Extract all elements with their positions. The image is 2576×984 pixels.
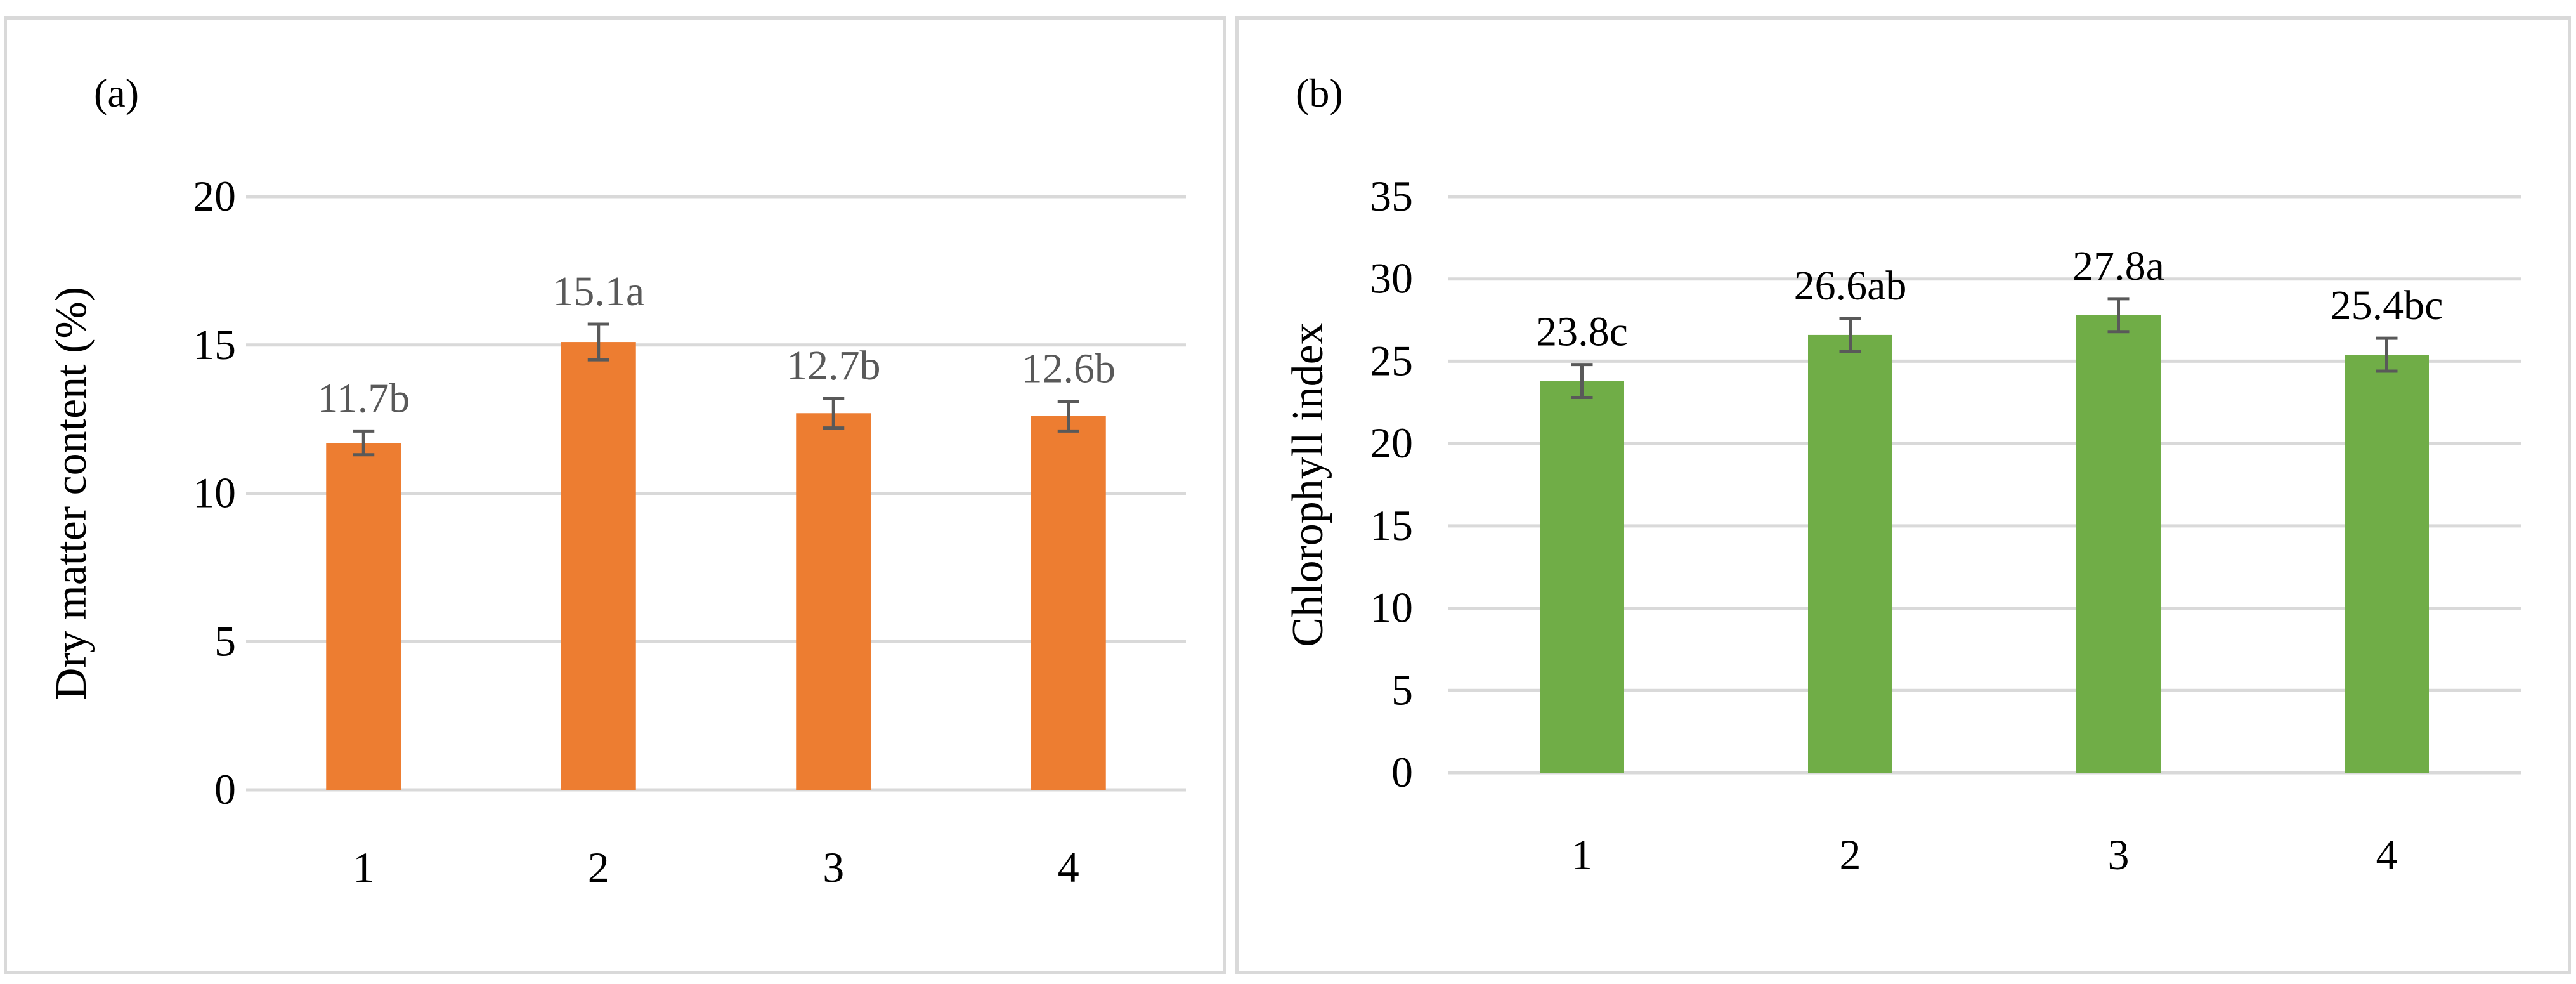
data-label: 27.8a bbox=[2072, 243, 2164, 289]
bar bbox=[1540, 381, 1624, 773]
x-tick-label: 1 bbox=[1571, 830, 1593, 879]
y-axis-title: Chlorophyll index bbox=[1284, 322, 1332, 646]
chart-a: (a) 0 5 10 15 20 Dry matter content (%) 11.7b 1 1… bbox=[47, 70, 1186, 891]
y-tick-label: 0 bbox=[1391, 748, 1413, 796]
y-tick-label: 15 bbox=[1370, 501, 1413, 549]
y-axis-title: Dry matter content (%) bbox=[47, 287, 96, 700]
x-tick-label: 4 bbox=[1058, 843, 1079, 891]
y-tick-label: 0 bbox=[214, 765, 236, 813]
y-tick-label: 35 bbox=[1370, 172, 1413, 220]
data-label: 12.7b bbox=[786, 343, 881, 389]
bar bbox=[561, 342, 636, 790]
y-tick-label: 5 bbox=[214, 617, 236, 665]
y-tick-label: 20 bbox=[193, 172, 236, 220]
bar bbox=[326, 443, 401, 790]
data-label: 26.6ab bbox=[1794, 263, 1907, 309]
data-label: 23.8c bbox=[1536, 309, 1628, 355]
y-tick-label: 15 bbox=[193, 320, 236, 369]
bar bbox=[1808, 334, 1892, 773]
x-tick-label: 2 bbox=[1840, 830, 1861, 879]
panel-label-b: (b) bbox=[1296, 70, 1343, 115]
bar bbox=[1031, 416, 1106, 790]
x-tick-label: 2 bbox=[588, 843, 609, 891]
x-tick-label: 3 bbox=[823, 843, 844, 891]
data-label: 12.6b bbox=[1022, 346, 1116, 392]
panel-label-a: (a) bbox=[94, 70, 139, 115]
bar bbox=[2345, 355, 2429, 773]
y-tick-label: 30 bbox=[1370, 254, 1413, 303]
y-tick-label: 5 bbox=[1391, 666, 1413, 714]
y-tick-label: 20 bbox=[1370, 419, 1413, 467]
x-tick-label: 1 bbox=[353, 843, 374, 891]
x-tick-label: 4 bbox=[2376, 830, 2398, 879]
y-tick-label: 10 bbox=[193, 469, 236, 517]
data-label: 25.4bc bbox=[2331, 282, 2443, 329]
data-label: 15.1a bbox=[552, 268, 644, 315]
y-tick-label: 25 bbox=[1370, 336, 1413, 384]
x-tick-label: 3 bbox=[2108, 830, 2130, 879]
data-label: 11.7b bbox=[317, 375, 410, 421]
bar bbox=[2076, 315, 2161, 773]
chart-b: (b) 0 5 10 15 20 25 30 35 Chlorophyll index 23.8c 1… bbox=[1284, 70, 2521, 879]
bar bbox=[796, 413, 871, 790]
y-tick-label: 10 bbox=[1370, 584, 1413, 632]
